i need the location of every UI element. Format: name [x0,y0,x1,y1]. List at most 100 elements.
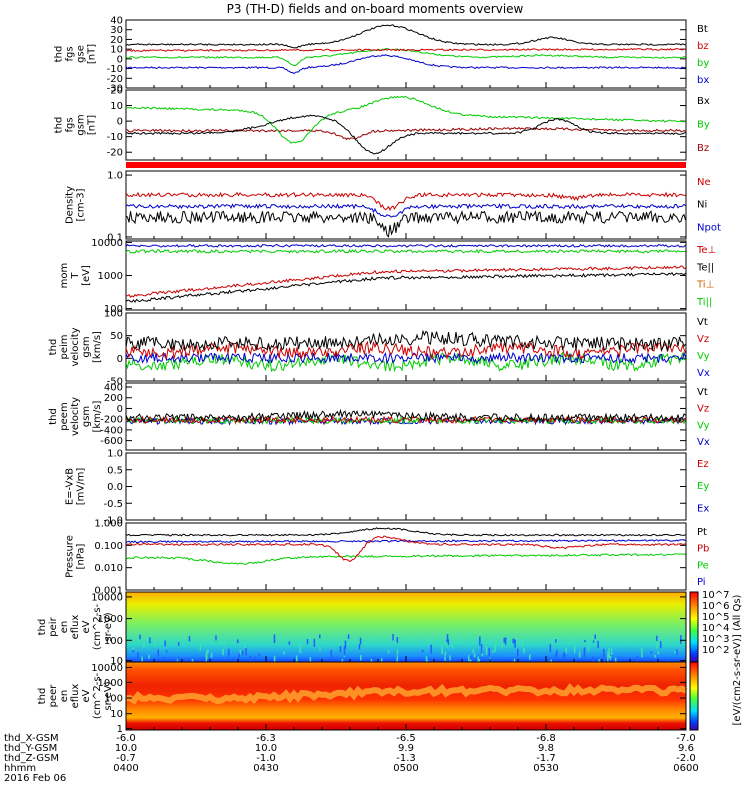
series-trace [125,126,686,141]
y-axis-label: en [59,621,70,634]
series-trace [125,329,686,352]
series-trace [125,54,686,75]
legend-entry: Vz [697,334,709,345]
series-trace [125,553,686,565]
legend-entry: Vz [697,404,709,415]
y-axis-label: thd [54,117,65,134]
y-tick-label: 0.001 [94,586,123,597]
x-tick-label: -2.0 [676,753,696,764]
legend-entry: Vy [697,420,710,431]
x-tick-label: 10.0 [255,743,277,754]
legend-entry: Ni [697,200,707,211]
legend-entry: Ti|| [696,297,712,308]
x-tick-label: -0.7 [116,753,136,764]
y-tick-label: 1000 [98,271,123,282]
y-tick-label: 40 [110,16,123,27]
y-axis-label: thd [37,688,48,705]
y-axis-label: en [59,690,70,703]
y-axis-label: eV [81,689,92,702]
y-axis-label: [km/s] [92,400,103,432]
colorbar-tick: 10^6 [702,601,729,612]
colorbar-top [689,591,699,663]
y-axis-label: thd [48,408,59,425]
status-bar [126,162,686,168]
y-axis-label: gsm [76,114,87,135]
legend-entry: Bt [697,24,708,35]
legend-entry: bx [697,75,709,86]
series-trace [125,527,686,537]
x-tick-label: -6.8 [536,733,556,744]
series-trace [125,340,686,361]
x-axis-row-label: thd_Z-GSM [4,753,59,764]
y-tick-label: 30 [110,25,123,36]
series-trace [125,408,686,424]
legend-entry: Te|| [696,262,714,273]
y-tick-label: 10000 [91,238,123,249]
y-axis-label: gsm [81,336,92,357]
y-tick-label: -600 [100,436,123,447]
y-axis-label: sr-eV) [103,612,114,641]
x-tick-label: 0530 [533,763,558,774]
x-axis-row-label: thd_X-GSM [4,733,59,744]
y-tick-label: 10 [110,101,123,112]
y-axis-label: gsm [81,406,92,427]
legend-entry: Vx [697,368,710,379]
y-axis-label: thd [37,619,48,636]
x-tick-label: 0500 [393,763,418,774]
panel-fgs_gsm: 20 10 0 -10 -20 thd fgs gsm [nT] Bx By Bz [54,86,710,161]
legend-entry: Vy [697,351,710,362]
series-trace [125,415,686,425]
y-tick-label: 50 [110,331,123,342]
series-trace [125,351,686,365]
y-axis-label: [nT] [87,115,98,135]
y-tick-label: 0.5 [107,465,123,476]
y-tick-label: 1.0 [107,171,123,182]
y-tick-label: 100 [104,304,123,315]
series-trace [125,272,686,304]
y-tick-label: 20 [110,35,123,46]
colorbar-tick: 10^7 [702,590,729,601]
series-trace [125,24,686,49]
legend-entry: By [697,120,710,131]
y-tick-label: -30 [107,84,123,95]
y-axis-label: [nT] [87,44,98,64]
y-axis-label: eflux [70,684,81,709]
y-tick-label: 1.0 [107,449,123,460]
y-tick-label: -10 [107,132,123,143]
panel-density: 1.0 0.1 Density [cm-3] Ne Ni Npot [65,170,721,243]
y-tick-label: -50 [107,377,123,388]
x-tick-label: -7.0 [676,733,696,744]
y-axis-label: E=-VxB [65,468,76,505]
y-axis-label: T [70,272,81,280]
y-axis-label: eflux [70,615,81,640]
y-tick-label: 10 [110,709,123,720]
colorbar: 10^710^610^510^410^310^2 [eV/(cm2-s-sr-eV… [689,590,743,731]
y-tick-label: 0.1 [107,232,123,243]
colorbar-tick: 10^2 [702,645,729,656]
x-tick-label: -6.3 [256,733,276,744]
y-tick-label: 0 [117,117,123,128]
y-tick-label: 1000 [98,678,123,689]
series-trace [125,248,686,254]
peir-spectrogram [126,592,686,662]
figure-title: P3 (TH-D) fields and on-board moments ov… [227,2,524,16]
y-tick-label: 0.010 [94,563,123,574]
y-axis-label: velocity [70,397,81,436]
y-tick-label: 20 [110,86,123,97]
series-trace [125,210,686,238]
y-axis-label: peer [48,684,59,708]
y-tick-label: -1.0 [103,516,123,527]
panel-peim_vel: 100 50 0 -50 thd peim velocity gsm [km/s] Vt Vz Vy V… [48,309,710,388]
legend-entry: Bx [697,96,710,107]
series-trace [125,265,686,298]
y-tick-label: 400 [104,383,123,394]
x-tick-label: -6.5 [396,733,416,744]
panel-frame [125,452,687,521]
series-trace [125,243,686,248]
y-tick-label: -0.5 [103,499,123,510]
legend-entry: Ey [697,481,709,492]
colorbar-tick: 10^3 [702,634,729,645]
x-tick-label: 0400 [113,763,138,774]
